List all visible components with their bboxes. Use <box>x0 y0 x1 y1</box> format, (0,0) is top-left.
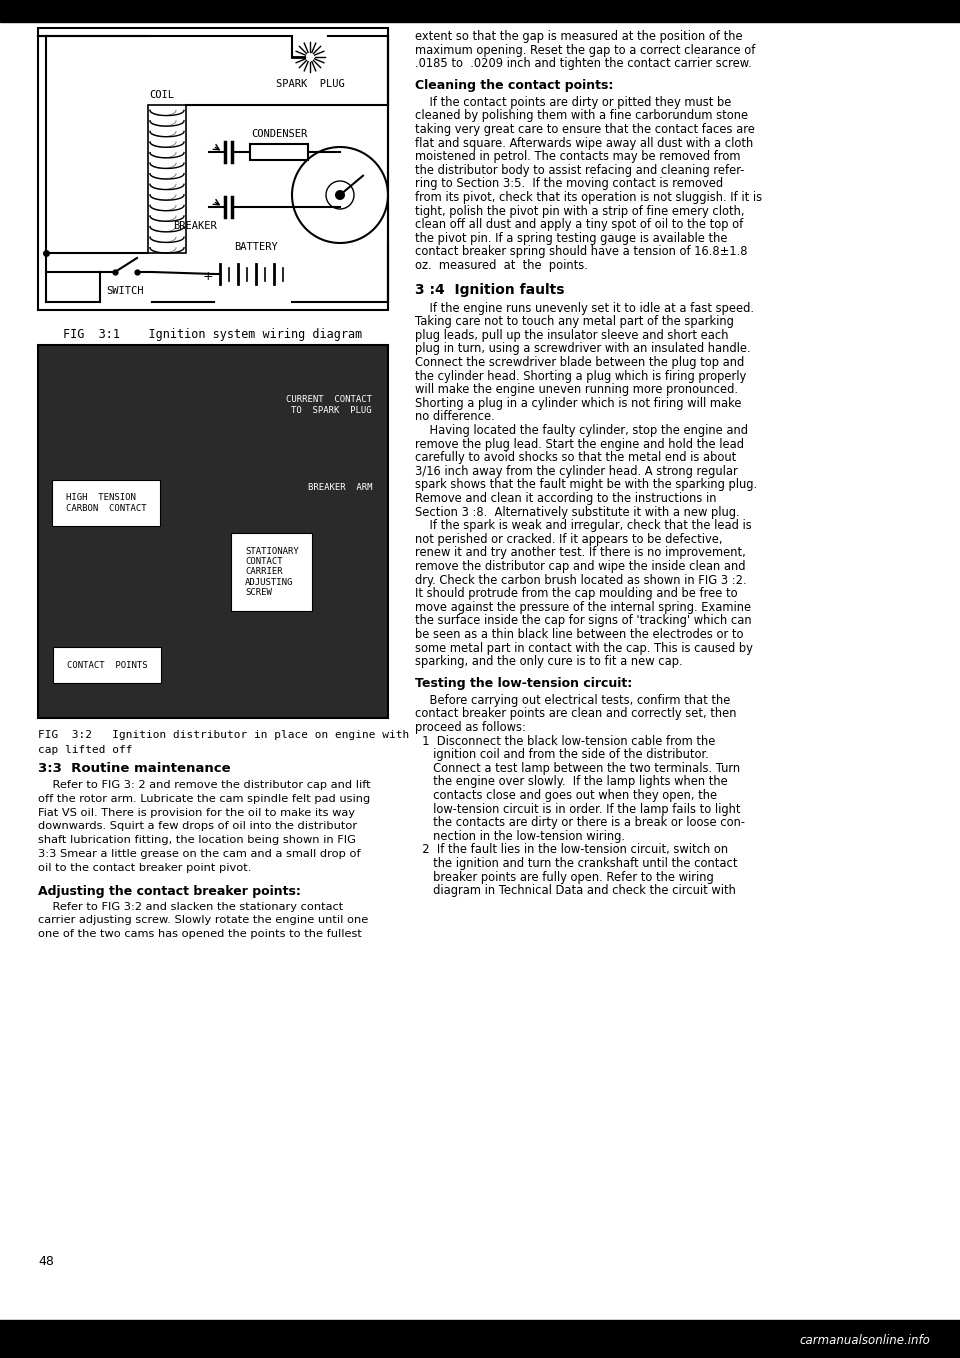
Text: extent so that the gap is measured at the position of the: extent so that the gap is measured at th… <box>415 30 743 43</box>
Text: cap lifted off: cap lifted off <box>38 746 132 755</box>
Text: will make the engine uneven running more pronounced.: will make the engine uneven running more… <box>415 383 738 397</box>
Text: HIGH  TENSION
CARBON  CONTACT: HIGH TENSION CARBON CONTACT <box>66 493 147 513</box>
Text: taking very great care to ensure that the contact faces are: taking very great care to ensure that th… <box>415 124 755 136</box>
Text: contact breaker points are clean and correctly set, then: contact breaker points are clean and cor… <box>415 708 736 720</box>
Text: Before carrying out electrical tests, confirm that the: Before carrying out electrical tests, co… <box>415 694 731 706</box>
Bar <box>0 1320 960 1358</box>
Text: 2  If the fault lies in the low-tension circuit, switch on: 2 If the fault lies in the low-tension c… <box>415 843 728 857</box>
Text: nection in the low-tension wiring.: nection in the low-tension wiring. <box>415 830 625 843</box>
Text: BREAKER  ARM: BREAKER ARM <box>307 483 372 493</box>
Text: tight, polish the pivot pin with a strip of fine emery cloth,: tight, polish the pivot pin with a strip… <box>415 205 745 217</box>
Text: spark shows that the fault might be with the sparking plug.: spark shows that the fault might be with… <box>415 478 757 492</box>
Text: the engine over slowly.  If the lamp lights when the: the engine over slowly. If the lamp ligh… <box>415 775 728 789</box>
Text: If the engine runs unevenly set it to idle at a fast speed.: If the engine runs unevenly set it to id… <box>415 301 754 315</box>
Text: CONTACT  POINTS: CONTACT POINTS <box>67 660 148 669</box>
Text: 3:3 Smear a little grease on the cam and a small drop of: 3:3 Smear a little grease on the cam and… <box>38 849 361 860</box>
Text: proceed as follows:: proceed as follows: <box>415 721 526 735</box>
Text: Testing the low-tension circuit:: Testing the low-tension circuit: <box>415 676 633 690</box>
Bar <box>250 144 308 160</box>
Text: contact breaker spring should have a tension of 16.8±1.8: contact breaker spring should have a ten… <box>415 246 748 258</box>
Text: not perished or cracked. If it appears to be defective,: not perished or cracked. If it appears t… <box>415 532 723 546</box>
Text: FIG  3:2   Ignition distributor in place on engine with: FIG 3:2 Ignition distributor in place on… <box>38 731 409 740</box>
Text: ring to Section 3:5.  If the moving contact is removed: ring to Section 3:5. If the moving conta… <box>415 178 723 190</box>
Text: ignition coil and from the side of the distributor.: ignition coil and from the side of the d… <box>415 748 708 762</box>
Text: off the rotor arm. Lubricate the cam spindle felt pad using: off the rotor arm. Lubricate the cam spi… <box>38 794 371 804</box>
Text: Having located the faulty cylinder, stop the engine and: Having located the faulty cylinder, stop… <box>415 424 748 437</box>
Text: Refer to FIG 3: 2 and remove the distributor cap and lift: Refer to FIG 3: 2 and remove the distrib… <box>38 779 371 790</box>
Text: plug in turn, using a screwdriver with an insulated handle.: plug in turn, using a screwdriver with a… <box>415 342 751 356</box>
Text: 3:3  Routine maintenance: 3:3 Routine maintenance <box>38 762 230 775</box>
Text: contacts close and goes out when they open, the: contacts close and goes out when they op… <box>415 789 717 803</box>
Text: the ignition and turn the crankshaft until the contact: the ignition and turn the crankshaft unt… <box>415 857 737 870</box>
Text: the surface inside the cap for signs of 'tracking' which can: the surface inside the cap for signs of … <box>415 614 752 627</box>
Text: Shorting a plug in a cylinder which is not firing will make: Shorting a plug in a cylinder which is n… <box>415 397 741 410</box>
Text: FIG  3:1    Ignition system wiring diagram: FIG 3:1 Ignition system wiring diagram <box>63 329 363 341</box>
Text: renew it and try another test. If there is no improvement,: renew it and try another test. If there … <box>415 546 746 559</box>
Text: clean off all dust and apply a tiny spot of oil to the top of: clean off all dust and apply a tiny spot… <box>415 219 743 231</box>
Text: low-tension circuit is in order. If the lamp fails to light: low-tension circuit is in order. If the … <box>415 803 740 816</box>
Text: +: + <box>203 270 213 284</box>
Bar <box>38 345 388 718</box>
Text: the distributor body to assist refacing and cleaning refer-: the distributor body to assist refacing … <box>415 164 744 177</box>
Text: carrier adjusting screw. Slowly rotate the engine until one: carrier adjusting screw. Slowly rotate t… <box>38 915 369 925</box>
Text: one of the two cams has opened the points to the fullest: one of the two cams has opened the point… <box>38 929 362 940</box>
Text: maximum opening. Reset the gap to a correct clearance of: maximum opening. Reset the gap to a corr… <box>415 43 756 57</box>
Text: BREAKER: BREAKER <box>173 221 217 231</box>
Bar <box>38 29 388 310</box>
Text: COIL: COIL <box>149 90 174 100</box>
Text: downwards. Squirt a few drops of oil into the distributor: downwards. Squirt a few drops of oil int… <box>38 822 357 831</box>
Text: carefully to avoid shocks so that the metal end is about: carefully to avoid shocks so that the me… <box>415 451 736 464</box>
Text: Connect the screwdriver blade between the plug top and: Connect the screwdriver blade between th… <box>415 356 744 369</box>
Text: cleaned by polishing them with a fine carborundum stone: cleaned by polishing them with a fine ca… <box>415 110 748 122</box>
Text: BATTERY: BATTERY <box>234 242 277 253</box>
Text: 3 :4  Ignition faults: 3 :4 Ignition faults <box>415 282 564 296</box>
Text: the cylinder head. Shorting a plug which is firing properly: the cylinder head. Shorting a plug which… <box>415 369 746 383</box>
Text: Fiat VS oil. There is provision for the oil to make its way: Fiat VS oil. There is provision for the … <box>38 808 355 818</box>
Text: moistened in petrol. The contacts may be removed from: moistened in petrol. The contacts may be… <box>415 151 740 163</box>
Text: diagram in Technical Data and check the circuit with: diagram in Technical Data and check the … <box>415 884 736 898</box>
Text: plug leads, pull up the insulator sleeve and short each: plug leads, pull up the insulator sleeve… <box>415 329 729 342</box>
Text: sparking, and the only cure is to fit a new cap.: sparking, and the only cure is to fit a … <box>415 655 683 668</box>
Text: SWITCH: SWITCH <box>107 287 144 296</box>
Text: Section 3 :8.  Alternatively substitute it with a new plug.: Section 3 :8. Alternatively substitute i… <box>415 505 739 519</box>
Text: SPARK  PLUG: SPARK PLUG <box>276 79 345 90</box>
Text: CURRENT  CONTACT
TO  SPARK  PLUG: CURRENT CONTACT TO SPARK PLUG <box>286 395 372 414</box>
Text: oz.  measured  at  the  points.: oz. measured at the points. <box>415 259 588 272</box>
Text: 1  Disconnect the black low-tension cable from the: 1 Disconnect the black low-tension cable… <box>415 735 715 748</box>
Text: Taking care not to touch any metal part of the sparking: Taking care not to touch any metal part … <box>415 315 733 329</box>
Text: Adjusting the contact breaker points:: Adjusting the contact breaker points: <box>38 884 300 898</box>
Text: CONDENSER: CONDENSER <box>251 129 307 139</box>
Text: oil to the contact breaker point pivot.: oil to the contact breaker point pivot. <box>38 862 252 873</box>
Text: carmanualsonline.info: carmanualsonline.info <box>799 1334 930 1347</box>
Text: STATIONARY
CONTACT
CARRIER
ADJUSTING
SCREW: STATIONARY CONTACT CARRIER ADJUSTING SCR… <box>245 547 299 598</box>
Text: It should protrude from the cap moulding and be free to: It should protrude from the cap moulding… <box>415 587 737 600</box>
Text: flat and square. Afterwards wipe away all dust with a cloth: flat and square. Afterwards wipe away al… <box>415 137 754 149</box>
Text: .0185 to  .0209 inch and tighten the contact carrier screw.: .0185 to .0209 inch and tighten the cont… <box>415 57 752 71</box>
Circle shape <box>335 190 345 200</box>
Text: some metal part in contact with the cap. This is caused by: some metal part in contact with the cap.… <box>415 641 753 655</box>
Text: be seen as a thin black line between the electrodes or to: be seen as a thin black line between the… <box>415 627 743 641</box>
Text: Refer to FIG 3:2 and slacken the stationary contact: Refer to FIG 3:2 and slacken the station… <box>38 902 344 911</box>
Text: dry. Check the carbon brush located as shown in FIG 3 :2.: dry. Check the carbon brush located as s… <box>415 573 747 587</box>
Text: remove the plug lead. Start the engine and hold the lead: remove the plug lead. Start the engine a… <box>415 437 744 451</box>
Text: move against the pressure of the internal spring. Examine: move against the pressure of the interna… <box>415 600 751 614</box>
Bar <box>148 105 186 253</box>
Text: Remove and clean it according to the instructions in: Remove and clean it according to the ins… <box>415 492 716 505</box>
Text: shaft lubrication fitting, the location being shown in FIG: shaft lubrication fitting, the location … <box>38 835 356 845</box>
Text: the contacts are dirty or there is a break or loose con-: the contacts are dirty or there is a bre… <box>415 816 745 830</box>
Text: If the spark is weak and irregular, check that the lead is: If the spark is weak and irregular, chec… <box>415 519 752 532</box>
Text: remove the distributor cap and wipe the inside clean and: remove the distributor cap and wipe the … <box>415 559 746 573</box>
Text: 3/16 inch away from the cylinder head. A strong regular: 3/16 inch away from the cylinder head. A… <box>415 464 737 478</box>
Text: Cleaning the contact points:: Cleaning the contact points: <box>415 79 613 92</box>
Text: breaker points are fully open. Refer to the wiring: breaker points are fully open. Refer to … <box>415 870 713 884</box>
Text: 48: 48 <box>38 1255 54 1268</box>
Text: no difference.: no difference. <box>415 410 494 424</box>
Text: the pivot pin. If a spring testing gauge is available the: the pivot pin. If a spring testing gauge… <box>415 232 728 244</box>
Text: from its pivot, check that its operation is not sluggish. If it is: from its pivot, check that its operation… <box>415 191 762 204</box>
Text: If the contact points are dirty or pitted they must be: If the contact points are dirty or pitte… <box>415 96 732 109</box>
Bar <box>0 0 960 22</box>
Text: Connect a test lamp between the two terminals. Turn: Connect a test lamp between the two term… <box>415 762 740 775</box>
